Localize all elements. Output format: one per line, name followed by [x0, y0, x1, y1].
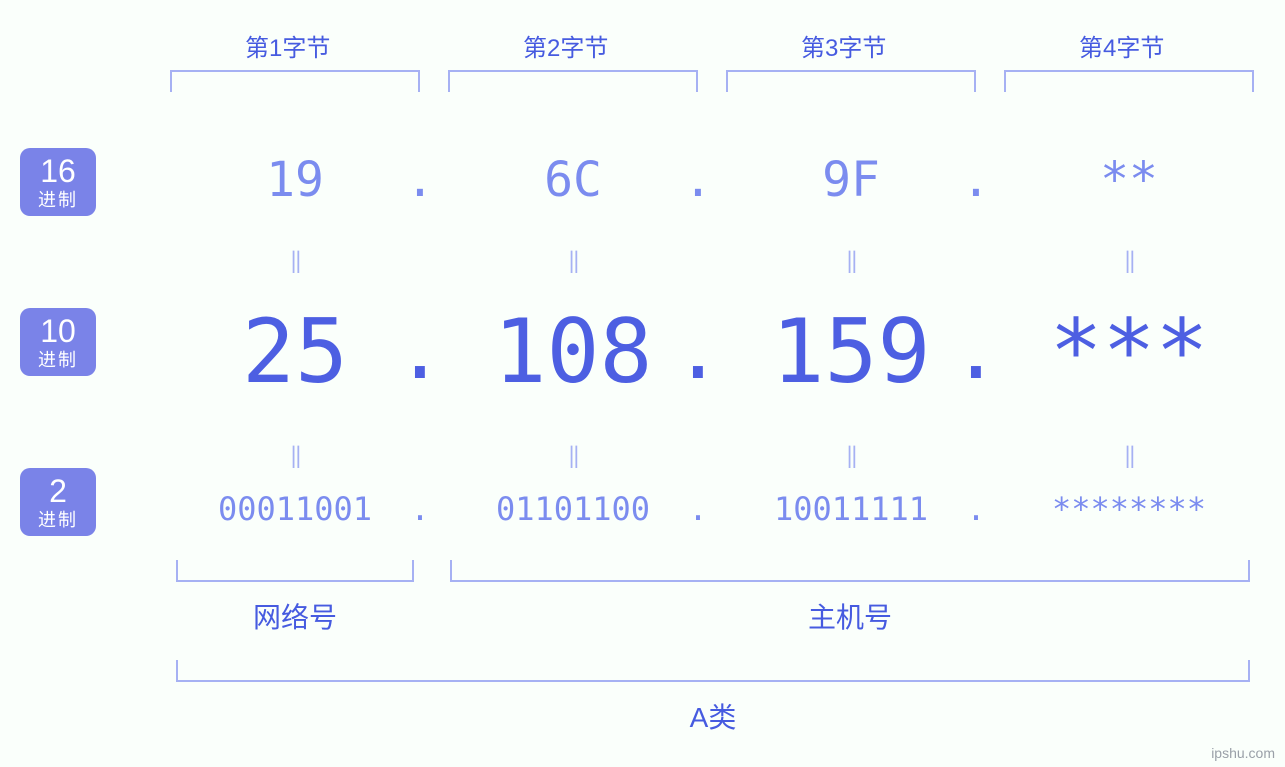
dec-value-2: 108 [448, 300, 698, 403]
base-badge-2: 2 进制 [20, 468, 96, 536]
equal-icon: ॥ [1054, 430, 1204, 479]
dot-separator: . [406, 152, 435, 208]
badge-suffix: 进制 [38, 191, 78, 209]
dot-separator: . [396, 304, 444, 397]
byte-label-4: 第4字节 [1079, 28, 1164, 63]
hex-value-3: 9F [726, 152, 976, 208]
equal-icon: ॥ [776, 235, 926, 284]
badge-number: 10 [40, 315, 76, 347]
bin-value-4: ******** [1004, 490, 1254, 528]
equal-icon: ॥ [1054, 235, 1204, 284]
hex-value-2: 6C [448, 152, 698, 208]
badge-number: 2 [49, 475, 67, 507]
equal-icon: ॥ [220, 235, 370, 284]
byte-label-1: 第1字节 [245, 28, 330, 63]
bottom-bracket-class [176, 660, 1250, 682]
equal-icon: ॥ [220, 430, 370, 479]
dec-value-1: 25 [170, 300, 420, 403]
dec-value-3: 159 [726, 300, 976, 403]
bottom-bracket-host [450, 560, 1250, 582]
equal-icon: ॥ [498, 430, 648, 479]
base-badge-10: 10 进制 [20, 308, 96, 376]
top-bracket-4 [1004, 70, 1254, 92]
bin-value-3: 10011111 [726, 490, 976, 528]
badge-suffix: 进制 [38, 351, 78, 369]
dot-separator: . [674, 304, 722, 397]
dot-separator: . [962, 152, 991, 208]
equal-icon: ॥ [498, 235, 648, 284]
bottom-label-network: 网络号 [176, 596, 414, 636]
bottom-bracket-network [176, 560, 414, 582]
watermark: ipshu.com [1211, 745, 1275, 761]
top-bracket-2 [448, 70, 698, 92]
dot-separator: . [952, 304, 1000, 397]
dec-value-4: *** [1004, 300, 1254, 403]
bottom-label-class: A类 [176, 696, 1250, 736]
bin-value-2: 01101100 [448, 490, 698, 528]
top-bracket-1 [170, 70, 420, 92]
badge-suffix: 进制 [38, 511, 78, 529]
bottom-label-host: 主机号 [450, 596, 1250, 636]
dot-separator: . [684, 152, 713, 208]
badge-number: 16 [40, 155, 76, 187]
hex-value-4: ** [1004, 152, 1254, 208]
dot-separator: . [688, 490, 707, 528]
dot-separator: . [966, 490, 985, 528]
equal-icon: ॥ [776, 430, 926, 479]
dot-separator: . [410, 490, 429, 528]
hex-value-1: 19 [170, 152, 420, 208]
byte-label-3: 第3字节 [801, 28, 886, 63]
byte-label-2: 第2字节 [523, 28, 608, 63]
base-badge-16: 16 进制 [20, 148, 96, 216]
bin-value-1: 00011001 [170, 490, 420, 528]
top-bracket-3 [726, 70, 976, 92]
